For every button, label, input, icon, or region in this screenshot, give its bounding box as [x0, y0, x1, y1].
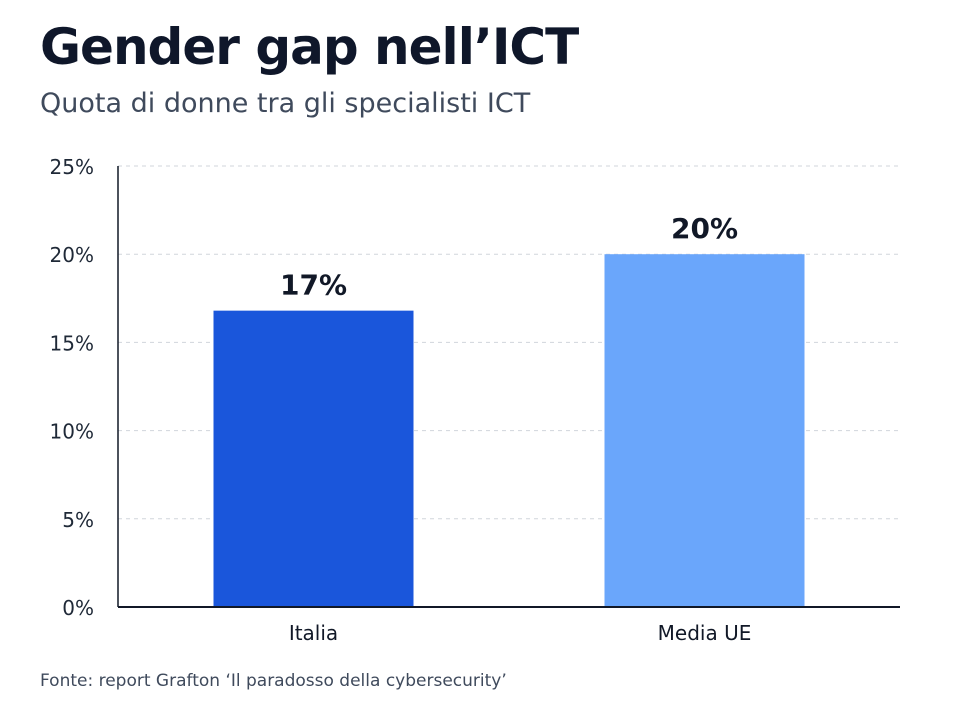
- x-tick-label: Media UE: [658, 621, 752, 645]
- chart-title: Gender gap nell’ICT: [40, 18, 579, 76]
- data-label: 17%: [280, 269, 347, 302]
- axes: [117, 166, 900, 608]
- x-tick-label: Italia: [289, 621, 338, 645]
- bars: [213, 254, 805, 607]
- labels: 0% 5% 10% 15% 20% 25% 17% Italia 20% Media UE: [50, 155, 752, 645]
- y-tick-label: 20%: [50, 243, 94, 267]
- bar: [604, 254, 805, 607]
- source-note: Fonte: report Grafton ‘Il paradosso dell…: [40, 671, 507, 691]
- data-label: 20%: [671, 212, 738, 245]
- y-tick-label: 5%: [62, 508, 94, 532]
- bar: [213, 310, 414, 607]
- y-tick-label: 25%: [50, 155, 94, 179]
- chart-subtitle: Quota di donne tra gli specialisti ICT: [40, 88, 531, 119]
- y-tick-label: 10%: [50, 420, 94, 444]
- y-tick-label: 15%: [50, 331, 94, 355]
- y-tick-label: 0%: [62, 596, 94, 620]
